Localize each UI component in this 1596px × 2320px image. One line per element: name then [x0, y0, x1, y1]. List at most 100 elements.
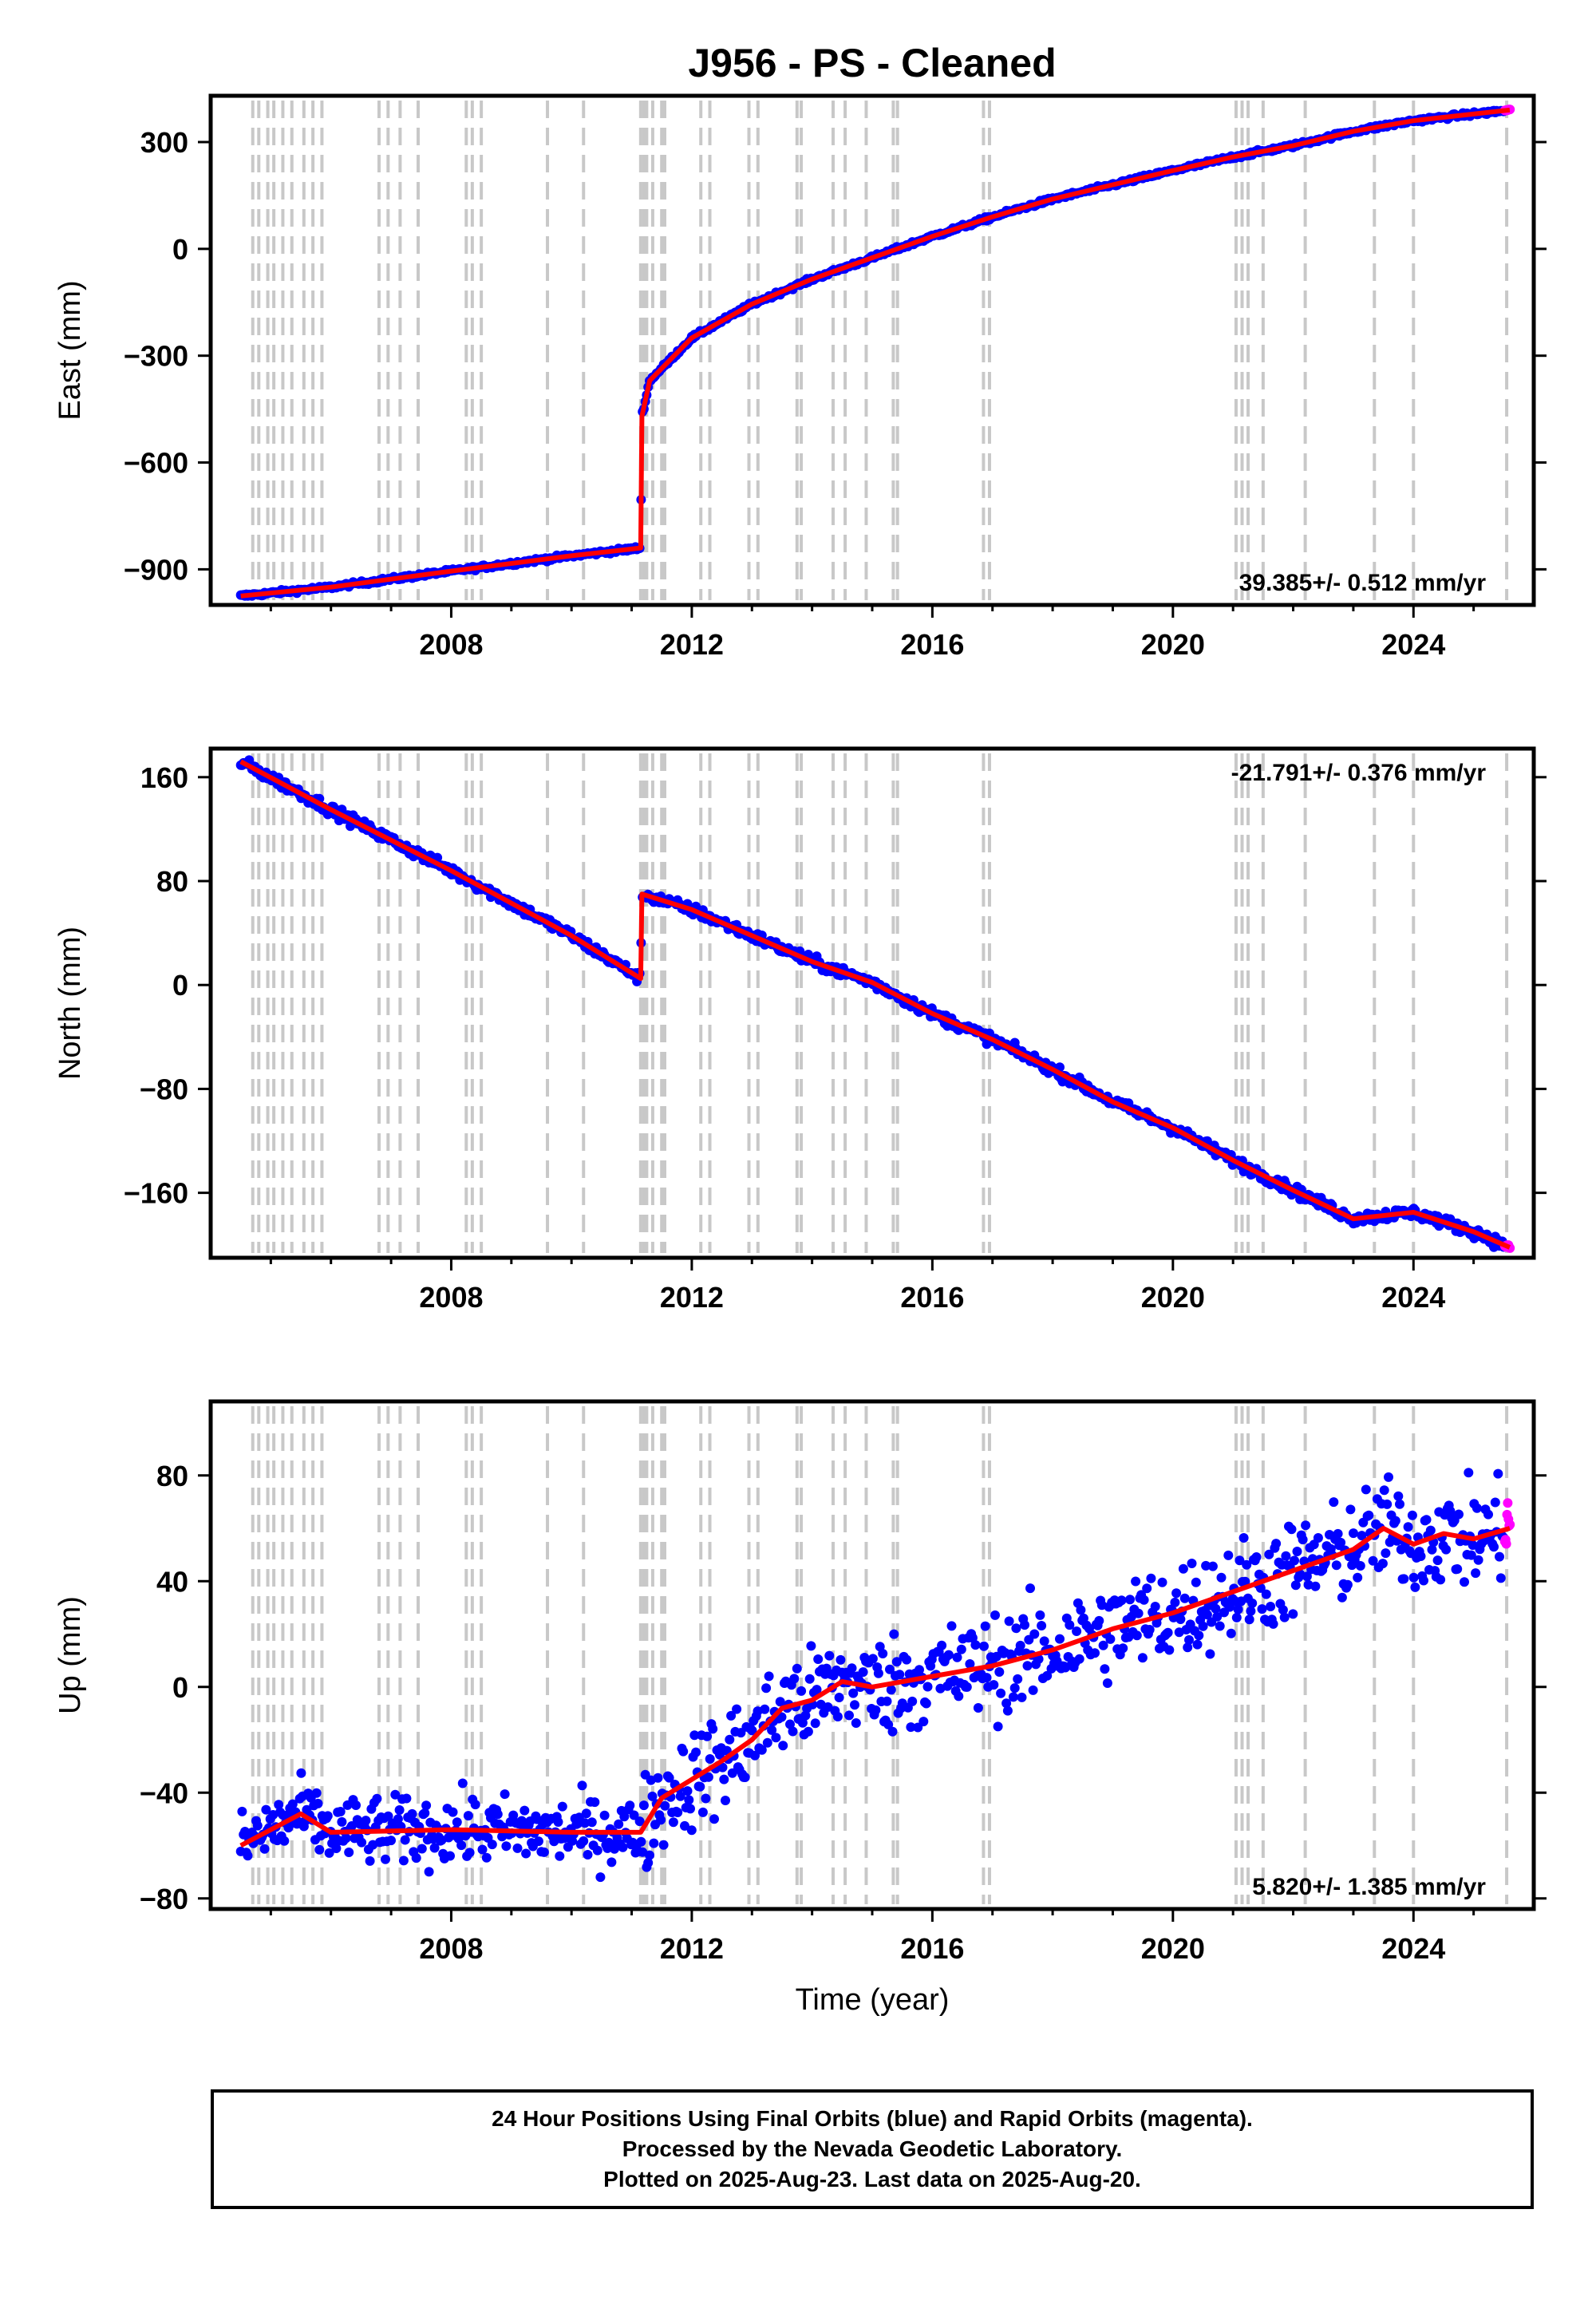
data-point-up: [519, 1805, 530, 1816]
data-point-up: [583, 1850, 593, 1860]
data-point-up: [424, 1867, 434, 1877]
data-point-up: [365, 1856, 375, 1866]
data-point-up: [1201, 1560, 1211, 1571]
data-point-up: [913, 1722, 923, 1733]
data-point-up: [638, 1800, 649, 1811]
data-point-up: [452, 1817, 462, 1828]
data-point-up: [1184, 1634, 1194, 1645]
data-point-up: [1100, 1664, 1110, 1674]
data-point-up: [1215, 1621, 1225, 1631]
data-point-up: [1495, 1551, 1504, 1562]
data-point-up: [1268, 1618, 1278, 1629]
data-point-up: [1454, 1509, 1464, 1520]
data-point-up: [274, 1800, 284, 1810]
data-point-up: [296, 1768, 306, 1778]
data-point-up: [599, 1810, 610, 1820]
data-point-up: [337, 1816, 347, 1827]
data-point-up: [322, 1811, 333, 1821]
data-point-up: [1331, 1560, 1341, 1571]
data-point-up: [800, 1710, 811, 1721]
y-tick-label-north: −80: [140, 1073, 188, 1105]
data-point-up: [810, 1718, 820, 1729]
data-point-up: [1368, 1555, 1378, 1566]
data-point-up: [918, 1717, 929, 1727]
data-point-up: [1039, 1636, 1049, 1646]
data-point-up: [1445, 1506, 1456, 1516]
data-point-up: [761, 1683, 772, 1694]
data-point-up: [1399, 1574, 1409, 1584]
rapid-point-up: [1503, 1498, 1513, 1508]
data-point-up: [1191, 1577, 1201, 1587]
y-tick-label-north: 80: [156, 865, 188, 898]
data-point-up: [1055, 1634, 1065, 1644]
data-point-up: [420, 1808, 430, 1818]
data-point-up: [1202, 1610, 1212, 1620]
data-point-up: [463, 1811, 473, 1821]
data-point-up: [1178, 1563, 1188, 1574]
data-point-up: [557, 1801, 567, 1812]
data-point-up: [1364, 1510, 1374, 1520]
data-point-up: [647, 1791, 658, 1801]
data-point-up: [1157, 1577, 1167, 1587]
data-point-up: [1198, 1621, 1208, 1631]
model-line-east: [240, 107, 1511, 599]
data-point-up: [577, 1781, 587, 1791]
data-point-up: [965, 1659, 975, 1669]
data-point-up: [398, 1856, 409, 1866]
data-point-up: [709, 1814, 719, 1824]
data-point-up: [237, 1806, 247, 1816]
data-point-up: [470, 1800, 480, 1810]
data-point-up: [1353, 1572, 1363, 1583]
data-point-up: [1074, 1654, 1084, 1664]
data-point-up: [1094, 1615, 1104, 1626]
data-point-up: [393, 1814, 403, 1824]
data-point-up: [1255, 1583, 1266, 1593]
data-point-up: [1139, 1595, 1149, 1605]
data-point-up: [691, 1747, 701, 1757]
data-point-up: [954, 1691, 964, 1701]
data-point-up: [804, 1674, 815, 1684]
data-point-up: [895, 1670, 905, 1680]
data-point-up: [429, 1843, 440, 1853]
data-point-up: [555, 1851, 565, 1861]
data-point-up: [980, 1621, 990, 1631]
data-point-up: [664, 1773, 674, 1783]
data-point-up: [789, 1674, 800, 1684]
data-point-up: [1133, 1608, 1144, 1618]
data-point-up: [979, 1641, 989, 1651]
data-point-up: [346, 1821, 357, 1831]
y-tick-label-east: −900: [124, 553, 188, 586]
data-point-up: [1279, 1612, 1290, 1622]
data-point-up: [581, 1808, 591, 1819]
data-point-up: [1025, 1583, 1035, 1594]
data-point-up: [1098, 1640, 1108, 1650]
data-point-up: [778, 1741, 788, 1751]
data-point-up: [850, 1700, 859, 1710]
y-tick-label-up: 0: [172, 1671, 188, 1704]
data-point-up: [1452, 1564, 1463, 1574]
y-tick-label-east: 0: [172, 233, 188, 266]
data-point-up: [1212, 1611, 1223, 1622]
data-point-up: [792, 1663, 802, 1674]
data-point-up: [689, 1730, 700, 1741]
data-point-up: [1421, 1515, 1432, 1525]
data-point-up: [668, 1817, 678, 1828]
data-point-up: [1004, 1616, 1014, 1626]
plot-frame-north: [208, 746, 1536, 1260]
data-point-up: [634, 1816, 645, 1827]
data-point-up: [680, 1820, 689, 1831]
x-tick-label-east: 2020: [1141, 628, 1205, 661]
model-line-up: [239, 1526, 1511, 1848]
data-point-up: [1298, 1535, 1308, 1545]
data-point-up: [1302, 1571, 1312, 1582]
data-point-up: [1192, 1639, 1203, 1650]
data-point-up: [1441, 1544, 1452, 1555]
x-tick-label-north: 2008: [419, 1281, 483, 1314]
data-point-up: [695, 1781, 705, 1792]
data-point-up: [1390, 1516, 1400, 1526]
data-point-up: [386, 1836, 396, 1846]
y-tick-label-up: −80: [140, 1883, 188, 1915]
data-point-up: [656, 1815, 666, 1825]
data-point-up: [1472, 1503, 1482, 1513]
data-point-up: [1251, 1552, 1262, 1562]
